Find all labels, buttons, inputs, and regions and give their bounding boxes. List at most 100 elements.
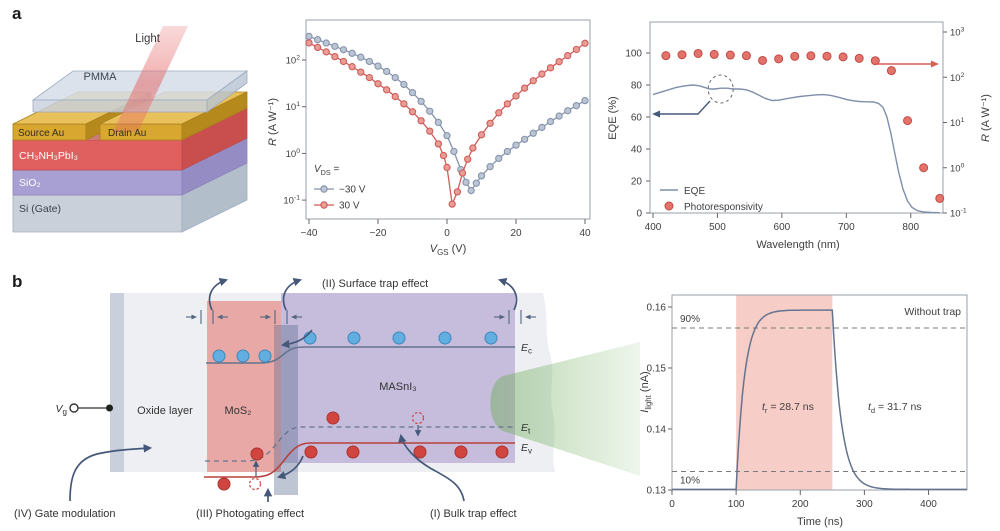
valence-band-line bbox=[204, 442, 515, 478]
panel-a-label: a bbox=[12, 4, 22, 23]
legend-label: EQE bbox=[684, 186, 705, 197]
surface-trap-label: (II) Surface trap effect bbox=[322, 278, 428, 290]
eqe-axis-arrowhead bbox=[652, 110, 660, 118]
responsivity-point bbox=[758, 55, 768, 65]
x-tick-label: 400 bbox=[920, 499, 937, 510]
surface-escape-arrow-right bbox=[497, 277, 518, 311]
data-point bbox=[322, 48, 330, 56]
responsivity-point bbox=[870, 56, 880, 66]
data-point bbox=[572, 102, 581, 110]
data-point bbox=[564, 51, 572, 60]
data-point bbox=[472, 179, 480, 187]
plot-frame bbox=[305, 19, 591, 220]
plot-frame bbox=[649, 21, 944, 214]
data-point bbox=[348, 49, 356, 57]
p90-label: 90% bbox=[680, 314, 700, 325]
drain-electrode-side bbox=[181, 91, 248, 141]
mos2-region bbox=[207, 301, 281, 472]
data-point bbox=[365, 73, 374, 82]
plot-frame bbox=[671, 294, 968, 491]
data-point bbox=[538, 70, 546, 78]
illumination-shade bbox=[736, 295, 833, 490]
data-point bbox=[382, 86, 391, 94]
flow-arrows bbox=[69, 277, 518, 502]
responsivity-point bbox=[677, 50, 687, 60]
data-point bbox=[477, 131, 486, 139]
gate-electrode bbox=[110, 293, 124, 472]
conduction-band-line bbox=[206, 346, 515, 364]
si-label: Si (Gate) bbox=[19, 203, 61, 215]
data-point bbox=[400, 80, 408, 89]
x-tick-label: 200 bbox=[792, 499, 809, 510]
without-trap-label: Without trap bbox=[904, 306, 961, 318]
drain-label: Drain Au bbox=[108, 128, 146, 139]
y-left-tick-label: 0 bbox=[636, 209, 642, 220]
data-point bbox=[408, 108, 417, 116]
data-point bbox=[453, 188, 461, 196]
y-left-tick-label: 60 bbox=[631, 113, 643, 124]
depletion-width-marker bbox=[186, 310, 228, 324]
legend-label: 30 V bbox=[339, 201, 360, 212]
data-point bbox=[512, 92, 520, 100]
data-point bbox=[408, 88, 417, 97]
eqe-spectrum-chart: 400 500 600 700 800 0 20 40 60 80 100 103 102 101 100 1… bbox=[607, 21, 992, 251]
light-beam-red bbox=[113, 26, 188, 132]
perovskite-label: CH₃NH₃PbI₃ bbox=[19, 150, 78, 162]
x-tick-label: 500 bbox=[709, 222, 726, 233]
x-tick-label: 800 bbox=[902, 222, 919, 233]
y-tick-label: 0.16 bbox=[647, 303, 667, 314]
decay-time-label: td = 31.7 ns bbox=[868, 401, 922, 415]
light-label: Light bbox=[135, 33, 161, 45]
data-point bbox=[439, 151, 448, 160]
data-point bbox=[572, 45, 581, 54]
data-point bbox=[426, 107, 434, 115]
data-point bbox=[391, 73, 399, 82]
y-tick-label: 102 bbox=[286, 55, 301, 67]
rise-time-label: tr = 28.7 ns bbox=[762, 401, 814, 415]
highlight-dashed-circle bbox=[707, 74, 734, 104]
escaped-hole-empty-state bbox=[248, 477, 262, 491]
data-point bbox=[495, 154, 503, 163]
data-point bbox=[477, 172, 486, 180]
data-point bbox=[486, 163, 494, 171]
data-point bbox=[520, 135, 529, 143]
ec-label: Ec bbox=[521, 342, 532, 356]
data-point bbox=[357, 68, 365, 76]
green-light-beam bbox=[490, 342, 640, 476]
data-point bbox=[400, 100, 408, 108]
bulk-trap-label: (I) Bulk trap effect bbox=[430, 508, 517, 520]
data-point bbox=[417, 97, 425, 106]
mos2-label: MoS₂ bbox=[225, 405, 252, 417]
y-tick-label: 0.14 bbox=[647, 425, 667, 436]
x-axis-label: Wavelength (nm) bbox=[756, 239, 839, 251]
sio2-label: SiO₂ bbox=[19, 177, 41, 189]
data-point bbox=[458, 169, 467, 177]
data-point bbox=[305, 32, 313, 41]
p10-label: 10% bbox=[680, 475, 700, 486]
responsivity-point bbox=[661, 51, 671, 61]
responsivity-point bbox=[854, 53, 864, 63]
data-point bbox=[503, 100, 512, 108]
band-diagram: (II) Surface trap effect Oxide layer MoS… bbox=[14, 277, 640, 520]
data-point bbox=[462, 178, 470, 186]
data-point bbox=[450, 147, 458, 156]
gate-modulation-arrow bbox=[69, 444, 153, 502]
x-tick-label: −20 bbox=[370, 228, 387, 239]
y-right-tick-label: 100 bbox=[950, 162, 965, 174]
pmma-side bbox=[206, 70, 248, 113]
legend-marker bbox=[320, 185, 328, 193]
holes bbox=[217, 411, 509, 491]
y-left-tick-label: 20 bbox=[631, 177, 643, 188]
data-point bbox=[555, 58, 563, 66]
data-point bbox=[313, 36, 322, 44]
x-tick-label: 700 bbox=[838, 222, 855, 233]
legend-label: −30 V bbox=[339, 185, 366, 196]
y-axis-label: R (A W⁻¹) bbox=[267, 98, 279, 146]
responsivity-point bbox=[806, 51, 816, 61]
legend-marker bbox=[664, 201, 674, 211]
data-point bbox=[357, 53, 365, 61]
responsivity-point bbox=[838, 52, 848, 62]
trapped-hole-empty-state bbox=[411, 411, 425, 425]
masni3-label: MASnI₃ bbox=[379, 381, 417, 393]
ev-label: Ev bbox=[521, 442, 532, 456]
